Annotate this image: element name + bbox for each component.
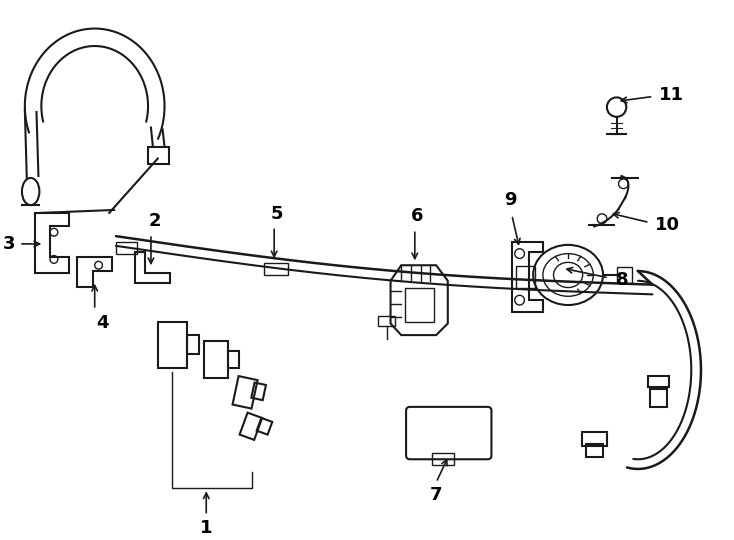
Text: 2: 2 xyxy=(148,212,161,231)
Bar xyxy=(432,454,454,465)
Bar xyxy=(264,264,288,275)
Bar xyxy=(650,389,667,407)
Bar xyxy=(647,376,669,388)
Bar xyxy=(257,418,272,435)
Bar xyxy=(233,376,258,409)
Bar xyxy=(228,350,239,368)
Bar xyxy=(586,444,603,457)
Bar xyxy=(617,267,632,283)
Bar xyxy=(251,382,266,400)
Bar xyxy=(239,413,262,440)
Text: 9: 9 xyxy=(504,191,516,209)
Bar xyxy=(378,316,396,326)
Text: 3: 3 xyxy=(3,235,15,253)
Bar xyxy=(158,321,187,368)
Text: 7: 7 xyxy=(430,487,443,504)
Text: 6: 6 xyxy=(410,207,423,226)
Bar xyxy=(516,266,535,288)
Bar xyxy=(581,432,607,445)
Bar xyxy=(187,335,200,354)
Bar xyxy=(148,147,170,164)
Text: 5: 5 xyxy=(271,205,283,222)
Bar xyxy=(405,288,435,321)
Text: 4: 4 xyxy=(96,314,109,332)
Text: 10: 10 xyxy=(655,215,680,233)
Text: 11: 11 xyxy=(659,85,684,104)
Bar xyxy=(204,341,228,378)
Bar xyxy=(116,242,137,254)
Text: 1: 1 xyxy=(200,519,213,537)
Text: 8: 8 xyxy=(616,271,628,289)
